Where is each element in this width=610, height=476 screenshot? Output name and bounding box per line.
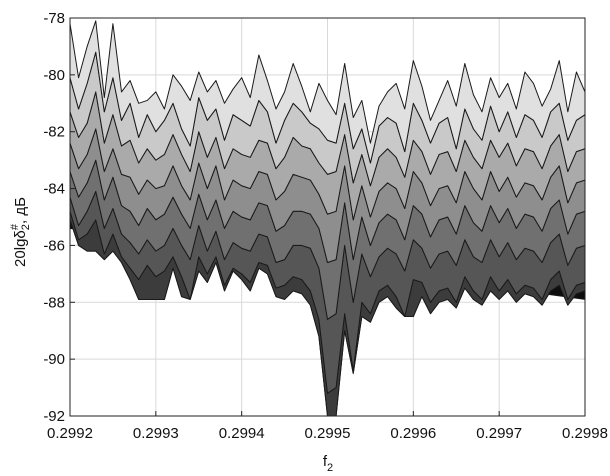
x-tick-label-5: 0.2997 bbox=[476, 425, 522, 442]
x-tick-label-4: 0.2996 bbox=[390, 425, 436, 442]
y-tick-label-0: -92 bbox=[43, 408, 65, 425]
x-tick-labels: 0.2992 0.2993 0.2994 0.2995 0.2996 0.2997 0.29… bbox=[47, 425, 608, 442]
x-tick-label-1: 0.2993 bbox=[133, 425, 179, 442]
y-tick-label-3: -86 bbox=[43, 237, 65, 254]
y-tick-label-6: -80 bbox=[43, 67, 65, 84]
y-tick-label-5: -82 bbox=[43, 124, 65, 141]
x-axis-label: f2 bbox=[323, 453, 333, 474]
x-tick-label-6: 0.2998 bbox=[562, 425, 608, 442]
y-tick-label-1: -90 bbox=[43, 351, 65, 368]
y-tick-label-2: -88 bbox=[43, 294, 65, 311]
y-axis-label: 20lgδ2#, дБ bbox=[9, 197, 32, 267]
x-tick-label-0: 0.2992 bbox=[47, 425, 93, 442]
x-tick-label-2: 0.2994 bbox=[219, 425, 265, 442]
y-tick-labels: -92 -90 -88 -86 -84 -82 -80 -78 bbox=[43, 10, 65, 425]
y-tick-label-4: -84 bbox=[43, 181, 65, 198]
axis-ticks bbox=[69, 17, 586, 417]
y-tick-label-7: -78 bbox=[43, 10, 65, 27]
x-tick-label-3: 0.2995 bbox=[305, 425, 351, 442]
